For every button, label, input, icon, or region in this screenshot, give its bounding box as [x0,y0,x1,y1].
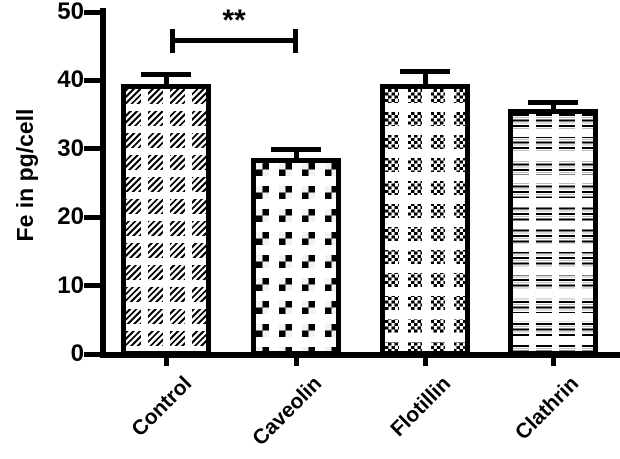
x-axis-tick [293,356,299,366]
error-bar-stem [163,74,169,90]
y-axis-tick-label: 20 [57,203,84,231]
bar-flotillin [380,83,470,356]
significance-bracket-end-right [293,29,298,53]
x-axis-category-label: Control [127,372,197,442]
x-axis-category-label: Flotillin [386,372,456,442]
y-axis-tick [84,283,100,289]
x-axis-tick [422,356,428,366]
error-bar-cap [528,100,578,106]
y-axis-tick-label: 30 [57,134,84,162]
bar-clathrin [508,109,598,356]
error-bar-stem [293,148,299,165]
y-axis-spine [100,8,106,358]
y-axis-tick [84,146,100,152]
y-axis-tick [84,9,100,15]
x-axis-category-label: Clathrin [510,372,584,445]
bar-caveolin [251,158,341,356]
significance-label: ** [222,4,246,37]
y-axis-tick-label: 10 [57,271,84,299]
error-bar-stem [550,102,556,116]
x-axis-tick [550,356,556,366]
error-bar-stem [422,70,428,90]
y-axis-tick [84,214,100,220]
x-axis-tick [163,356,169,366]
significance-bracket-end-left [170,29,175,53]
error-bar-cap [141,72,191,78]
y-axis-tick-label: 40 [57,66,84,94]
bar-control [121,83,211,356]
x-axis-line [100,352,620,358]
y-axis-tick [84,77,100,83]
y-axis-tick-label: 0 [70,340,84,367]
y-axis-tick [84,351,100,357]
error-bar-cap [271,146,321,152]
error-bar-cap [400,68,450,74]
significance-bracket-line [170,38,298,43]
y-axis-tick-label: 50 [57,0,84,25]
x-axis-category-label: Caveolin [248,372,327,451]
